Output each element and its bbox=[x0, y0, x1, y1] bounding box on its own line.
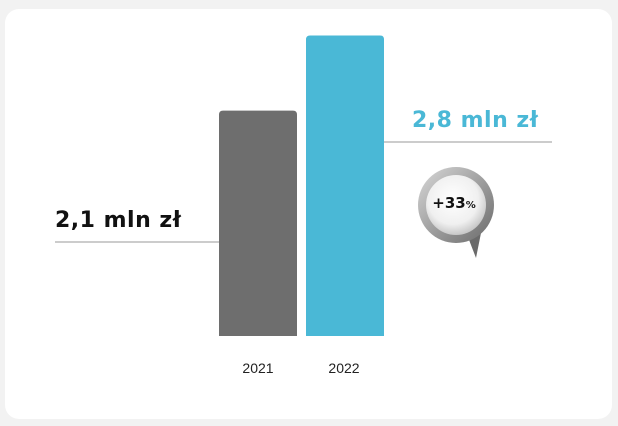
growth-number: +33 bbox=[432, 194, 466, 212]
x-tick-2022: 2022 bbox=[328, 360, 360, 376]
value-label-2022: 2,8 mln zł bbox=[412, 108, 539, 133]
growth-badge-text: +33% bbox=[424, 193, 484, 212]
bar-2021 bbox=[219, 110, 297, 336]
bar-2022 bbox=[306, 35, 384, 336]
value-label-2021: 2,1 mln zł bbox=[55, 208, 182, 233]
growth-percent: % bbox=[465, 200, 476, 211]
growth-badge bbox=[418, 167, 494, 258]
x-tick-2021: 2021 bbox=[242, 360, 274, 376]
